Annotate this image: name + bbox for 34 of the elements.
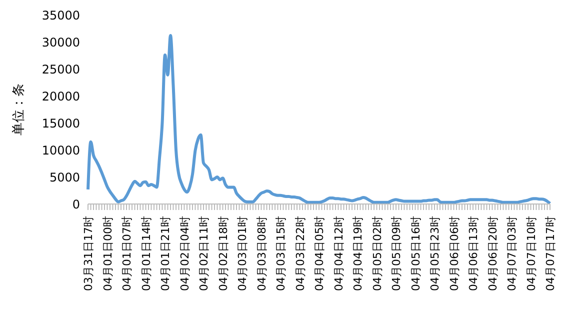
- y-tick-label: 5000: [49, 170, 80, 184]
- y-tick-label: 20000: [42, 89, 80, 104]
- x-tick-label: 04月04日05时: [313, 216, 326, 291]
- x-tick-label: 04月06日13时: [467, 216, 480, 291]
- y-tick-label: 10000: [42, 143, 80, 158]
- x-tick-label: 04月01日07时: [120, 216, 134, 291]
- x-tick-label: 04月05日02时: [370, 216, 384, 291]
- x-tick-label: 04月07日10时: [524, 216, 538, 291]
- x-tick-label: 04月01日00时: [101, 216, 114, 291]
- x-tick-label: 04月03日22时: [294, 216, 307, 291]
- y-tick-label: 35000: [42, 8, 80, 22]
- y-tick-label: 0: [72, 197, 80, 212]
- y-tick-label: 30000: [42, 35, 80, 50]
- x-tick-label: 04月05日16时: [409, 216, 422, 291]
- x-tick-label: 03月31日17时: [82, 216, 95, 291]
- x-tick-label: 04月05日23时: [428, 216, 442, 291]
- y-tick-label: 25000: [42, 62, 80, 76]
- x-tick-label: 04月01日21时: [159, 216, 172, 291]
- x-tick-label: 04月02日04时: [178, 216, 192, 291]
- x-tick-label: 04月02日18时: [216, 216, 230, 291]
- x-tick-label: 04月07日03时: [506, 216, 518, 291]
- x-tick-label: 04月03日08时: [255, 216, 268, 291]
- y-axis-title: 单位：条: [12, 84, 27, 136]
- x-tick-label: 04月06日20时: [486, 216, 500, 291]
- x-tick-label: 04月04日12时: [332, 216, 346, 291]
- x-tick-label: 04月06日06时: [448, 216, 461, 291]
- x-tick-label: 04月03日01时: [236, 216, 249, 291]
- x-tick-label: 04月05日09时: [390, 216, 403, 291]
- x-tick-label: 04月02日11时: [198, 216, 210, 291]
- y-tick-label: 15000: [42, 116, 80, 130]
- x-tick-label: 04月03日15时: [274, 216, 288, 291]
- x-tick-label: 04月07日17时: [544, 216, 557, 291]
- x-tick-label: 04月04日19时: [352, 216, 364, 291]
- x-tick-label: 04月01日14时: [140, 216, 153, 291]
